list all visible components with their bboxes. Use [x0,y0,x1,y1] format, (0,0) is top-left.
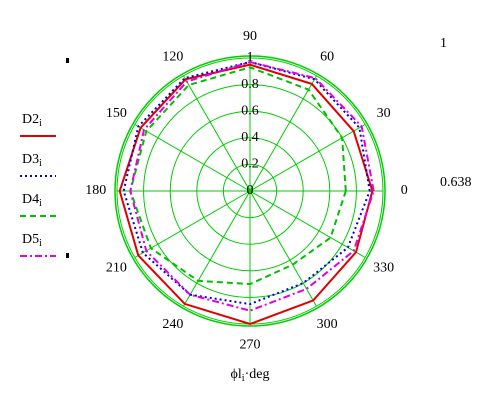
r-tick-label: 0.4 [241,130,259,145]
label-sub: i [242,373,245,384]
label-main: ϕl [231,367,242,382]
angle-tick-label: 240 [162,317,183,332]
angle-tick-label: 90 [243,29,257,44]
series-line [118,63,374,326]
angle-tick-label: 30 [377,106,391,121]
legend-label: D5i [22,232,42,249]
r-tick-label: 0.8 [241,77,259,92]
angle-tick-label: 330 [373,260,394,275]
grid-spoke [134,124,251,192]
legend-name: D2 [22,112,39,127]
angle-tick-label: 120 [162,50,183,65]
legend-name: D3 [22,152,39,167]
r-tick-label: 0 [247,183,254,198]
marker [66,58,69,63]
grid-spoke [134,190,251,258]
r-tick-label: 0.6 [241,103,259,118]
annotation: 0.638 [440,175,472,190]
legend-name: D4 [22,192,39,207]
legend-sub: i [39,198,42,209]
angle-tick-label: 210 [106,260,127,275]
r-tick-label: 0.2 [241,157,259,172]
angle-tick-label: 300 [317,317,338,332]
grid-spoke [249,124,366,192]
grid-spoke [183,190,251,307]
legend-label: D3i [22,152,42,169]
legend-label: D4i [22,192,42,209]
angle-tick-label: 270 [240,337,261,352]
angle-tick-label: 150 [106,106,127,121]
legend-name: D5 [22,232,39,247]
grid-spoke [249,75,317,192]
series-line [122,60,371,306]
grid-spoke [249,190,317,307]
outer-ring [114,55,386,327]
grid-spoke [183,75,251,192]
grid-spoke [249,190,366,258]
r-tick-label: 1 [247,50,254,65]
legend-sub: i [39,158,42,169]
x-axis-label: ϕli·deg [231,367,270,384]
annotation: 1 [440,36,447,51]
series-line [129,60,375,312]
angle-tick-label: 60 [320,50,334,65]
legend-label: D2i [22,112,42,129]
legend-sub: i [39,118,42,129]
angle-tick-label: 180 [85,183,106,198]
marker [66,253,69,258]
label-rest: ·deg [245,367,270,382]
angle-tick-label: 0 [401,183,408,198]
legend-sub: i [39,238,42,249]
